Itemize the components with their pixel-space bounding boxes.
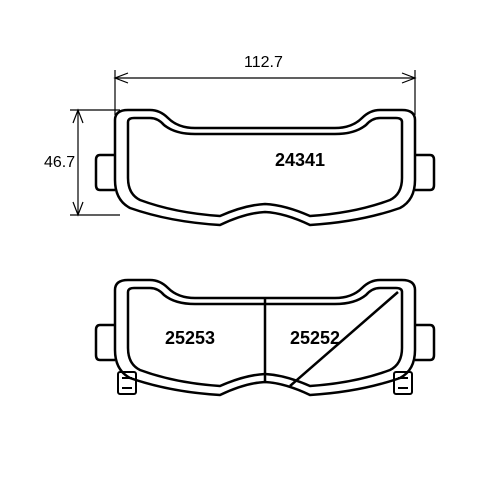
bottom-left-part-number: 25253: [165, 328, 215, 349]
top-dimension: [115, 70, 415, 115]
height-dimension-label: 46.7: [44, 154, 75, 172]
width-dimension-label: 112.7: [244, 54, 283, 72]
technical-drawing: 112.7 46.7 24341 25253 25252: [0, 0, 500, 500]
top-brake-pad: [96, 110, 434, 225]
bottom-right-part-number: 25252: [290, 328, 340, 349]
top-pad-part-number: 24341: [275, 150, 325, 171]
bottom-brake-pad: [96, 280, 434, 395]
drawing-svg: [0, 0, 500, 500]
